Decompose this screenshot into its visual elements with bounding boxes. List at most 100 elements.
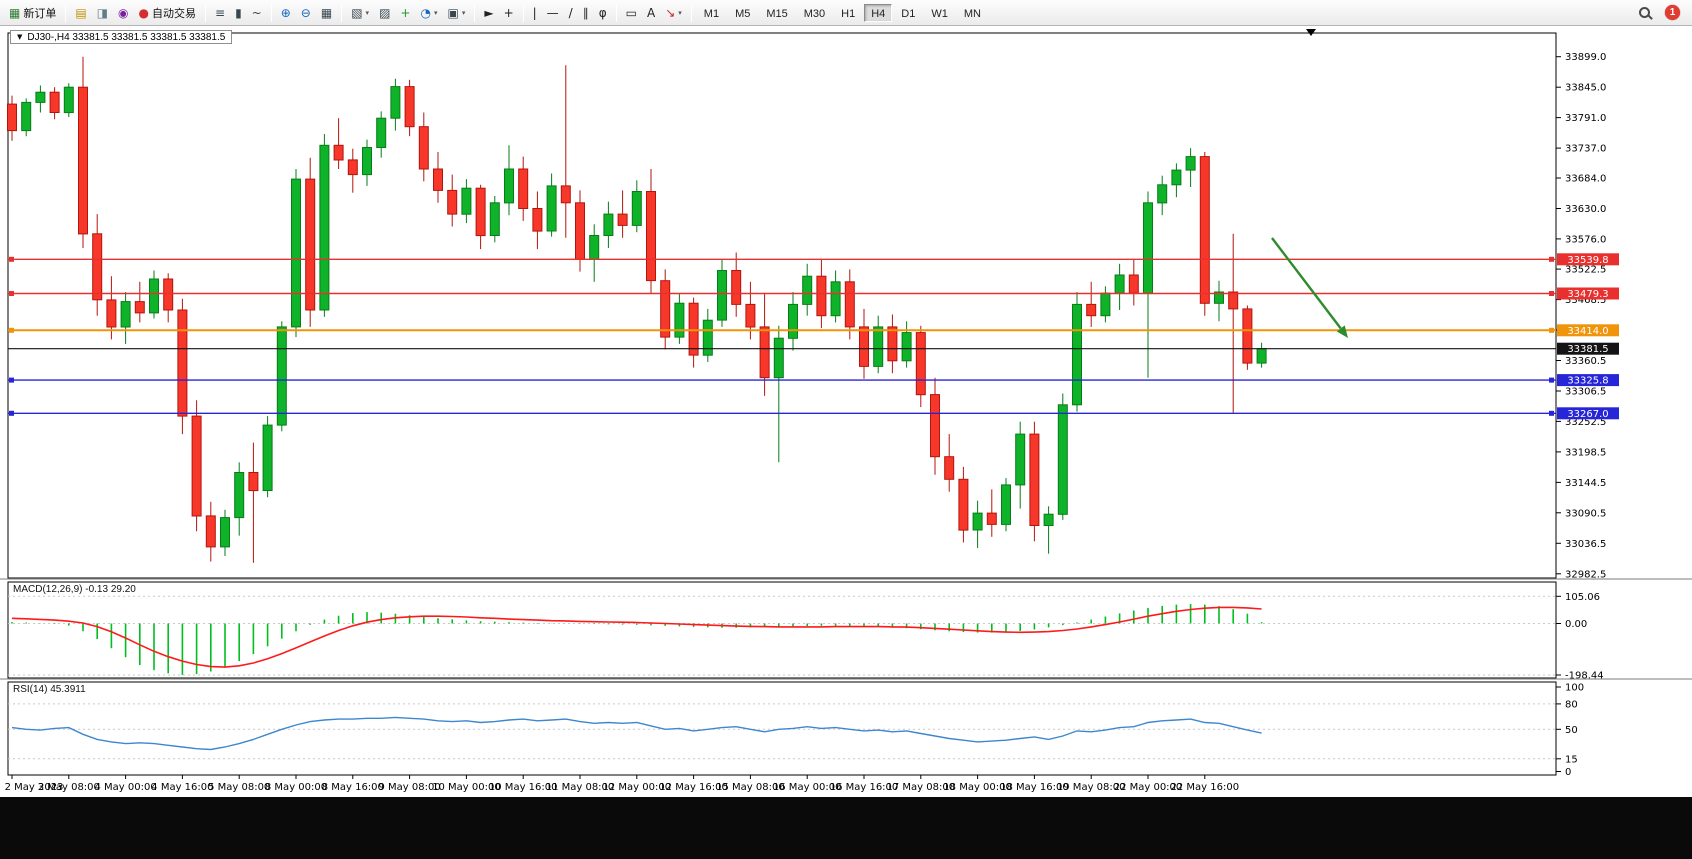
candle-body xyxy=(134,301,145,314)
channel-button[interactable]: ∥ xyxy=(578,3,594,23)
timeframe-m15[interactable]: M15 xyxy=(766,7,788,20)
line-chart-icon: ~ xyxy=(251,5,262,20)
scroll-to-end-marker[interactable] xyxy=(1306,29,1316,36)
line-handle[interactable] xyxy=(1549,327,1554,333)
candlestick-chart-button[interactable]: ▮ xyxy=(230,3,247,23)
candle-body xyxy=(1015,433,1026,486)
timeframe-h4[interactable]: H4 xyxy=(864,3,893,22)
line-handle[interactable] xyxy=(9,410,14,416)
channel-icon: ∥ xyxy=(582,5,589,20)
timeframe-mn[interactable]: MN xyxy=(963,7,981,20)
candle-body xyxy=(291,178,301,328)
cursor-button[interactable]: ► xyxy=(479,3,498,23)
candle-body xyxy=(106,299,117,328)
new-order-button[interactable]: ▦ 新订单 xyxy=(4,3,61,23)
price-axis-label: 33737.0 xyxy=(1565,144,1606,155)
auto-trading-button[interactable]: ● 自动交易 xyxy=(134,3,201,23)
arrange-windows-button[interactable]: ▨ xyxy=(374,3,395,23)
notification-count: 1 xyxy=(1669,7,1676,18)
trendline-icon: / xyxy=(568,5,573,20)
new-chart-button[interactable]: ▧ ▾ xyxy=(346,3,374,23)
line-handle[interactable] xyxy=(9,327,14,333)
zoom-out-button[interactable]: ⊖ xyxy=(296,3,316,23)
candle-body xyxy=(646,191,656,282)
rsi-axis[interactable]: 100 80 50 15 0 xyxy=(8,683,1584,779)
chart-window-button[interactable]: ▤ xyxy=(70,3,91,23)
chart-canvas[interactable]: 33899.0 33845.0 33791.0 33737.0 33684.0 33630… xyxy=(0,26,1692,802)
time-axis-label: 11 May 08:00 xyxy=(546,782,615,793)
macd-axis[interactable]: 105.06 0.00 -198.44 xyxy=(8,592,1604,682)
candle-body xyxy=(617,213,628,226)
candle-body xyxy=(63,86,74,114)
price-tag xyxy=(1557,253,1619,266)
period-button[interactable]: ◔ ▾ xyxy=(415,3,442,23)
profile-button[interactable]: ◨ xyxy=(92,3,113,23)
candle-body xyxy=(1185,156,1196,171)
search-button[interactable] xyxy=(1634,3,1655,23)
timeframe-h1[interactable]: H1 xyxy=(841,7,856,20)
fibonacci-button[interactable]: φ xyxy=(594,3,612,23)
line-handle[interactable] xyxy=(1549,377,1554,383)
price-axis[interactable]: 33899.0 33845.0 33791.0 33737.0 33684.0 33630… xyxy=(1556,52,1606,580)
line-handle[interactable] xyxy=(9,256,14,262)
panel-separator[interactable] xyxy=(0,678,1692,680)
trend-arrow-annotation[interactable] xyxy=(1271,237,1348,338)
notification-badge[interactable]: 1 xyxy=(1665,5,1680,20)
timeframe-w1[interactable]: W1 xyxy=(931,7,948,20)
candle-body xyxy=(390,86,401,119)
timeframe-m30[interactable]: M30 xyxy=(803,7,826,20)
chart-area: 33899.0 33845.0 33791.0 33737.0 33684.0 33630… xyxy=(0,26,1692,797)
horizontal-line-button[interactable]: — xyxy=(542,3,564,23)
candle-body xyxy=(177,309,188,417)
vertical-line-icon: | xyxy=(532,5,537,20)
line-handle[interactable] xyxy=(1549,291,1554,296)
candle-body xyxy=(702,319,713,356)
bottom-black-bar xyxy=(0,797,1692,859)
toolbar-separator xyxy=(522,3,524,22)
text-button[interactable]: A xyxy=(642,3,660,23)
line-chart-button[interactable]: ~ xyxy=(247,3,267,23)
panel-separator[interactable] xyxy=(0,578,1692,580)
candle-body xyxy=(362,147,372,176)
line-handle[interactable] xyxy=(9,291,14,296)
bar-chart-button[interactable]: ≡ xyxy=(210,3,230,23)
add-indicator-button[interactable]: + xyxy=(395,3,415,23)
candle-body xyxy=(262,424,273,492)
candle-body xyxy=(1214,291,1224,304)
candle-body xyxy=(163,278,174,311)
timeframe-m5[interactable]: M5 xyxy=(735,7,751,20)
line-handle[interactable] xyxy=(1549,410,1554,416)
candle-body xyxy=(433,168,443,191)
candle-body xyxy=(1100,292,1111,317)
timeframe-d1[interactable]: D1 xyxy=(901,7,916,20)
time-axis-label: 4 May 16:00 xyxy=(151,782,213,793)
time-axis-label: 3 May 08:00 xyxy=(38,782,100,793)
candle-body xyxy=(560,185,571,204)
toolbar-separator xyxy=(341,3,343,22)
symbol-info-box[interactable]: ▼ DJ30-,H4 33381.5 33381.5 33381.5 33381… xyxy=(10,30,233,44)
tile-windows-button[interactable]: ▦ xyxy=(316,3,337,23)
candle-body xyxy=(191,415,202,517)
shapes-button[interactable]: ▭ xyxy=(621,3,642,23)
chevron-down-icon: ▼ xyxy=(17,33,23,41)
line-handle[interactable] xyxy=(9,377,14,383)
time-axis-label: 17 May 08:00 xyxy=(887,782,956,793)
template-button[interactable]: ▣ ▾ xyxy=(442,3,470,23)
timeframe-m1[interactable]: M1 xyxy=(703,7,720,20)
profile-icon: ◨ xyxy=(96,5,109,20)
crosshair-button[interactable]: + xyxy=(499,3,519,23)
sound-alert-button[interactable]: ◉ xyxy=(113,3,133,23)
time-axis-label: 19 May 08:00 xyxy=(1057,782,1126,793)
zoom-in-button[interactable]: ⊕ xyxy=(276,3,296,23)
vertical-line-button[interactable]: | xyxy=(528,3,542,23)
price-axis-label: 33576.0 xyxy=(1565,234,1606,245)
candle-body xyxy=(1029,433,1040,527)
candle-body xyxy=(844,281,855,328)
candle-body xyxy=(731,270,742,305)
candle-body xyxy=(532,208,543,232)
candle-body xyxy=(1256,348,1267,364)
line-handle[interactable] xyxy=(1549,256,1554,262)
arrow-tools-button[interactable]: ↘ ▾ xyxy=(660,3,687,23)
trendline-button[interactable]: / xyxy=(564,3,578,23)
